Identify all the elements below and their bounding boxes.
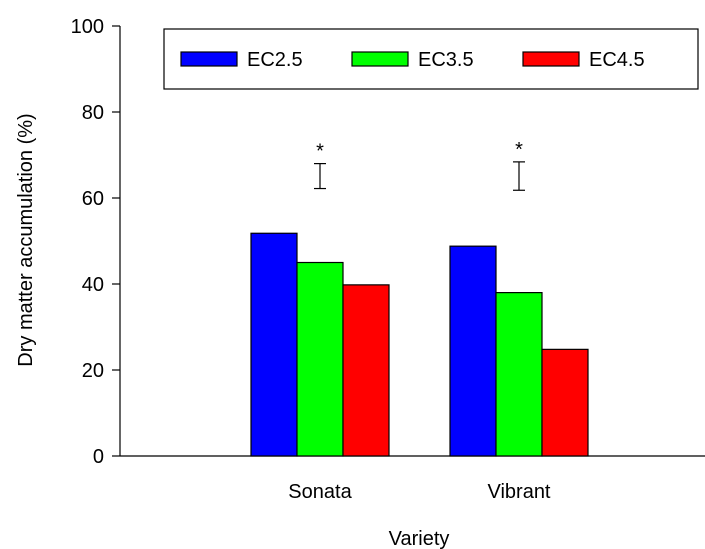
bar-EC2.5-Vibrant [449,245,497,457]
legend-label: EC4.5 [589,49,645,71]
bar-EC3.5-Vibrant [495,292,543,457]
bars [250,232,589,457]
legend-swatch-EC4.5 [522,51,580,67]
legend-swatch-EC3.5 [351,51,409,67]
x-tick-label: Vibrant [487,481,550,503]
y-tick-label: 60 [82,188,104,210]
legend-label: EC2.5 [247,49,303,71]
legend-swatch-EC2.5 [180,51,238,67]
annotations: * * [314,139,525,191]
bar-EC4.5-Vibrant [541,348,589,457]
bar-EC3.5-Sonata [296,261,344,457]
y-tick-label: 0 [93,446,104,468]
significance-marker: * [515,139,523,161]
y-tick-label: 80 [82,102,104,124]
bar-EC2.5-Sonata [250,232,298,457]
x-tick-label: Sonata [288,481,352,503]
legend: EC2.5 EC3.5 EC4.5 [163,28,699,90]
y-tick-label: 40 [82,274,104,296]
legend-box [163,28,699,90]
x-axis-label: Variety [389,528,450,549]
y-tick-label: 20 [82,360,104,382]
legend-label: EC3.5 [418,49,474,71]
bar-EC4.5-Sonata [342,284,390,457]
axes: 0 20 40 60 80 100 Sonata Vibrant [71,16,705,503]
y-tick-label: 100 [71,16,104,38]
significance-marker: * [316,141,324,163]
y-axis-label: Dry matter accumulation (%) [15,113,37,366]
